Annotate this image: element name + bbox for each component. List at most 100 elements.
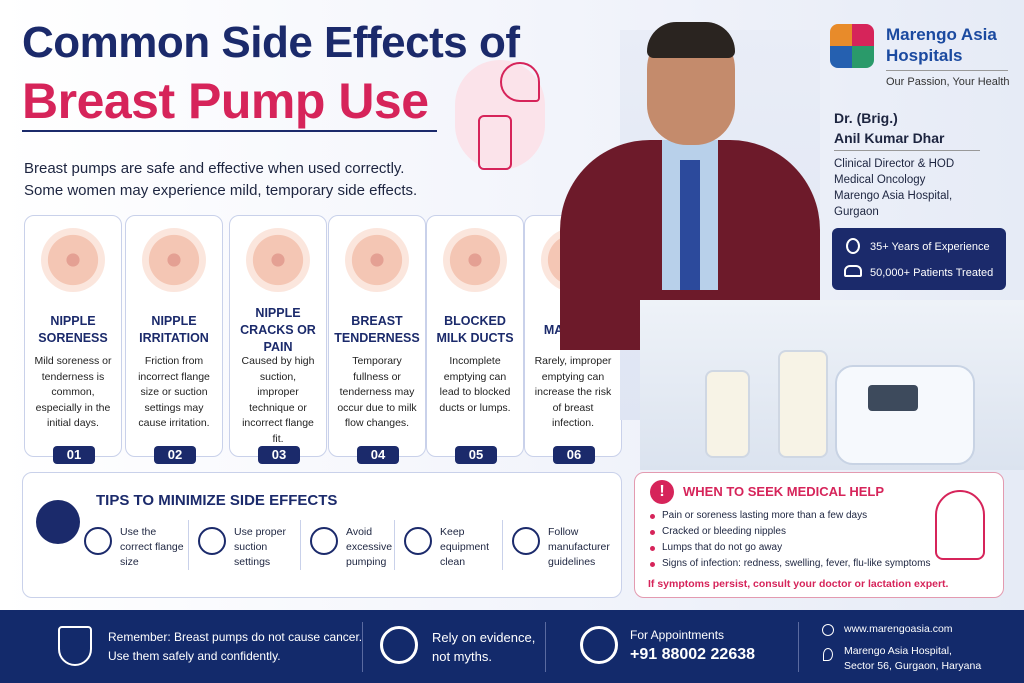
effect-text: Mild soreness or tenderness is common, e… xyxy=(34,355,112,429)
tip-text: Follow manufacturer guidelines xyxy=(548,526,610,568)
effect-icon xyxy=(246,228,310,292)
divider xyxy=(798,622,799,672)
effect-title: NIPPLE IRRITATION xyxy=(139,314,209,345)
effect-title: BLOCKED MILK DUCTS xyxy=(436,314,514,345)
detail-line: Clinical Director & HOD xyxy=(834,158,955,170)
effect-card: NIPPLE CRACKS OR PAIN Caused by high suct… xyxy=(229,215,327,464)
effect-title: NIPPLE SORENESS xyxy=(38,314,108,345)
tip-icon xyxy=(198,527,226,555)
phone-number: +91 88002 22638 xyxy=(630,646,756,663)
help-note: If symptoms persist, consult your doctor… xyxy=(648,578,949,590)
stat: 35+ Years of Experience xyxy=(870,241,990,253)
pump-device xyxy=(835,365,975,465)
divider xyxy=(545,622,546,672)
doctor-rule xyxy=(834,150,980,151)
tip-text: Use proper suction settings xyxy=(234,526,286,568)
brand-name-line: Marengo Asia xyxy=(886,25,997,44)
intro: Breast pumps are safe and effective when… xyxy=(24,158,417,202)
tip-icon xyxy=(512,527,540,555)
alert-icon: ! xyxy=(650,480,674,504)
effect-number: 01 xyxy=(53,446,95,464)
title-underline xyxy=(22,130,437,132)
doctor-icon xyxy=(935,490,985,560)
tip-text: Use the correct flange size xyxy=(120,526,184,568)
bullet xyxy=(650,530,655,535)
footer-line: not myths. xyxy=(432,649,492,664)
tips-title: TIPS TO MINIMIZE SIDE EFFECTS xyxy=(96,492,338,509)
footer-remember: Remember: Breast pumps do not cause canc… xyxy=(108,628,362,666)
tip-text: Avoid excessive pumping xyxy=(346,526,393,568)
effect-card: NIPPLE IRRITATION Friction from incorrect… xyxy=(125,215,223,464)
effect-text: Temporary fullness or tenderness may occ… xyxy=(337,355,417,429)
effect-text: Friction from incorrect flange size or s… xyxy=(138,355,210,429)
globe-icon xyxy=(822,624,834,636)
pump-screen xyxy=(868,385,918,411)
footer-line: Remember: Breast pumps do not cause canc… xyxy=(108,630,363,644)
address-line: Marengo Asia Hospital, xyxy=(844,645,952,657)
brand-logo xyxy=(830,24,874,68)
effect-icon xyxy=(142,228,206,292)
doctor-name: Dr. (Brig.) Anil Kumar Dhar xyxy=(834,108,944,148)
tip-icon xyxy=(310,527,338,555)
effect-number: 03 xyxy=(258,446,300,464)
help-item: Signs of infection: redness, swelling, f… xyxy=(662,558,931,569)
shield-icon xyxy=(36,500,80,544)
help-item: Cracked or bleeding nipples xyxy=(662,526,786,537)
effect-text: Incomplete emptying can lead to blocked … xyxy=(439,355,511,414)
tip-icon xyxy=(404,527,432,555)
doctor-tie xyxy=(680,160,700,290)
pump-bottle xyxy=(778,350,828,458)
effect-number: 06 xyxy=(553,446,595,464)
stats-box xyxy=(832,228,1006,290)
pump-bottle xyxy=(705,370,750,458)
bullet xyxy=(650,514,655,519)
pump-flange-icon xyxy=(500,62,540,102)
appointments-label: For Appointments xyxy=(630,628,725,642)
footer-evidence: Rely on evidence, not myths. xyxy=(432,628,535,666)
tip-divider xyxy=(502,520,503,570)
doctor-name-line: Dr. (Brig.) xyxy=(834,110,898,126)
website: www.marengoasia.com xyxy=(844,623,953,635)
help-item: Lumps that do not go away xyxy=(662,542,783,553)
divider xyxy=(362,622,363,672)
intro-line: Breast pumps are safe and effective when… xyxy=(24,160,405,177)
effect-text: Caused by high suction, improper techniq… xyxy=(241,355,315,445)
detail-line: Gurgaon xyxy=(834,206,879,218)
stat: 50,000+ Patients Treated xyxy=(870,267,994,279)
effect-icon xyxy=(443,228,507,292)
address: Marengo Asia Hospital, Sector 56, Gurgaon… xyxy=(844,644,981,674)
location-icon xyxy=(823,648,833,661)
title-line: Breast Pump Use xyxy=(22,73,429,129)
footer xyxy=(0,610,1024,683)
tip-divider xyxy=(394,520,395,570)
effect-text: Rarely, improper emptying can increase t… xyxy=(534,355,612,429)
effect-title: NIPPLE CRACKS OR PAIN xyxy=(240,305,316,354)
tip-icon xyxy=(84,527,112,555)
effect-title: BREAST TENDERNESS xyxy=(334,314,420,345)
tip-text: Keep equipment clean xyxy=(440,526,490,568)
doctor-name-line: Anil Kumar Dhar xyxy=(834,130,945,146)
bullet xyxy=(650,546,655,551)
address-line: Sector 56, Gurgaon, Haryana xyxy=(844,660,982,672)
patients-icon xyxy=(844,265,862,277)
brand-tagline: Our Passion, Your Health xyxy=(886,76,1010,88)
detail-line: Marengo Asia Hospital, xyxy=(834,190,953,202)
footer-line: Use them safely and confidently. xyxy=(108,649,281,663)
footer-line: Rely on evidence, xyxy=(432,630,536,645)
tip-divider xyxy=(188,520,189,570)
help-item: Pain or soreness lasting more than a few… xyxy=(662,510,868,521)
effect-icon xyxy=(345,228,409,292)
phone-icon xyxy=(580,626,618,664)
bullet xyxy=(650,562,655,567)
effect-card: NIPPLE SORENESS Mild soreness or tenderne… xyxy=(24,215,122,464)
brand-rule xyxy=(886,70,1008,71)
effect-card: BREAST TENDERNESS Temporary fullness or t… xyxy=(328,215,426,464)
effect-card: BLOCKED MILK DUCTS Incomplete emptying ca… xyxy=(426,215,524,464)
target-icon xyxy=(380,626,418,664)
title-line: Common Side Effects of xyxy=(22,18,520,67)
effect-number: 05 xyxy=(455,446,497,464)
brand-name: Marengo Asia Hospitals xyxy=(886,24,997,66)
brand-name-line: Hospitals xyxy=(886,46,963,65)
